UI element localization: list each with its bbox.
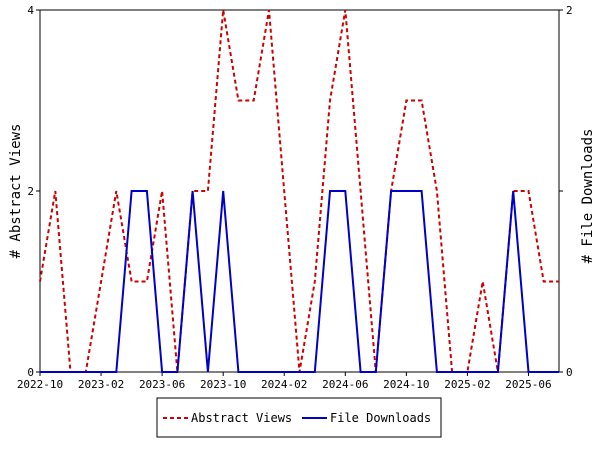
y-axis-left-title: # Abstract Views [8,124,24,259]
x-tick-label: 2022-10 [17,378,63,391]
y-left-tick-label: 2 [27,185,34,198]
x-tick-label: 2024-02 [261,378,307,391]
plot-area [39,9,560,373]
x-tick-label: 2025-02 [444,378,490,391]
x-tick-label: 2023-02 [78,378,124,391]
legend: Abstract Views File Downloads [156,397,442,438]
legend-label-abstract-views: Abstract Views [191,411,292,425]
x-tick-label: 2023-06 [139,378,185,391]
y-right-tick-label: 0 [566,366,573,379]
x-tick-label: 2025-06 [505,378,551,391]
y-axis-right-title: # File Downloads [580,129,596,264]
axis-ticks: 2022-10 2023-02 2023-06 2023-10 2024-02 2024-… [17,4,573,391]
series-line-abstract-views [39,9,559,373]
series-line-file-downloads [40,190,559,373]
y-left-tick-label: 4 [27,4,34,17]
legend-box [156,397,442,438]
series-lines [39,9,559,373]
x-tick-label: 2024-10 [383,378,429,391]
legend-label-file-downloads: File Downloads [330,411,431,425]
x-tick-label: 2024-06 [322,378,368,391]
y-left-tick-label: 0 [27,366,34,379]
x-tick-label: 2023-10 [200,378,246,391]
plot-frame [39,9,560,373]
y-right-tick-label: 2 [566,4,573,17]
